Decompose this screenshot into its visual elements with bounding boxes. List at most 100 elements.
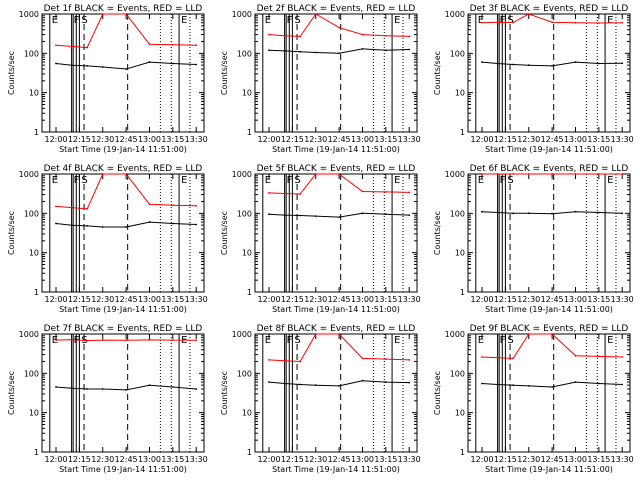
- events-point: [621, 62, 624, 65]
- x-tick-label: 13:30: [398, 455, 421, 464]
- events-series-line: [55, 61, 197, 70]
- y-tick-label: 1000: [19, 10, 39, 19]
- events-point: [551, 212, 554, 215]
- x-tick-label: 12:30: [517, 135, 540, 144]
- x-tick-label: 12:30: [517, 455, 540, 464]
- plot-panel: Det 2f BLACK = Events, RED = LLD 1 10 100 10…: [220, 4, 421, 154]
- lld-point: [597, 22, 600, 24]
- events-point: [283, 50, 286, 52]
- x-tick-label: 12:15: [494, 295, 517, 304]
- x-tick-label: 13:30: [611, 135, 634, 144]
- event-marker-label: S: [81, 175, 87, 186]
- x-tick-label: 13:15: [587, 135, 610, 144]
- x-tick-label: 13:15: [374, 135, 397, 144]
- y-tick-label: 10: [242, 249, 252, 258]
- x-tick-label: 12:45: [328, 455, 351, 464]
- events-point: [481, 61, 483, 63]
- events-point: [574, 210, 577, 213]
- events-point: [148, 61, 151, 63]
- x-tick-label: 13:15: [374, 295, 397, 304]
- events-point: [283, 382, 286, 385]
- events-point: [597, 62, 600, 65]
- events-point: [314, 384, 317, 387]
- y-tick-label: 1000: [232, 170, 252, 179]
- plot-title: Det 8f BLACK = Events, RED = LLD: [257, 324, 416, 334]
- x-tick-label: 12:15: [68, 135, 91, 144]
- events-point: [408, 48, 411, 51]
- lld-point: [268, 33, 270, 36]
- events-point: [86, 224, 89, 227]
- x-tick-label: 12:00: [44, 455, 67, 464]
- event-marker-label: E: [394, 15, 400, 26]
- plot-panel: Det 7f BLACK = Events, RED = LLD 1 10 100 10…: [7, 324, 208, 474]
- x-tick-label: 12:30: [304, 295, 327, 304]
- y-tick-label: 100: [450, 49, 465, 58]
- x-tick-label: 12:30: [304, 135, 327, 144]
- lld-point: [86, 339, 89, 342]
- x-axis-label: Start Time (19-Jan-14 11:51:00): [59, 145, 187, 154]
- x-tick-label: 12:15: [281, 135, 304, 144]
- events-series-line: [268, 48, 410, 54]
- events-point: [55, 62, 57, 65]
- events-point: [268, 213, 270, 216]
- y-tick-label: 1: [247, 128, 252, 137]
- events-point: [338, 384, 341, 387]
- plot-title: Det 5f BLACK = Events, RED = LLD: [257, 164, 416, 174]
- events-point: [361, 47, 364, 50]
- lld-point: [171, 204, 174, 207]
- events-point: [338, 52, 341, 55]
- events-point: [527, 212, 530, 215]
- x-axis-label: Start Time (19-Jan-14 11:51:00): [272, 305, 400, 314]
- lld-point: [338, 333, 341, 335]
- plot-title: Det 3f BLACK = Events, RED = LLD: [470, 4, 629, 14]
- y-tick-label: 1: [460, 448, 465, 457]
- events-point: [148, 384, 151, 387]
- events-point: [551, 64, 554, 67]
- events-point: [496, 211, 499, 214]
- event-marker-label: E: [394, 335, 400, 346]
- lld-point: [148, 203, 151, 206]
- x-tick-label: 13:30: [185, 295, 208, 304]
- x-tick-label: 12:00: [470, 295, 493, 304]
- event-marker-label: E: [265, 175, 271, 186]
- lld-point: [361, 33, 364, 36]
- lld-point: [574, 173, 577, 175]
- events-point: [55, 386, 57, 388]
- lld-point: [621, 21, 624, 24]
- lld-point: [314, 13, 317, 15]
- events-point: [86, 64, 89, 67]
- plot-panel: Det 4f BLACK = Events, RED = LLD 1 10 100 10…: [7, 164, 208, 314]
- lld-point: [101, 339, 104, 341]
- event-marker-label: E: [52, 335, 58, 346]
- y-tick-label: 10: [29, 409, 39, 418]
- events-point: [268, 381, 270, 383]
- y-axis-label: Counts/sec: [7, 371, 16, 415]
- lld-point: [70, 45, 73, 48]
- plot-frame: [41, 333, 205, 453]
- plot-title: Det 4f BLACK = Events, RED = LLD: [44, 164, 203, 174]
- lld-point: [496, 21, 499, 24]
- y-tick-label: 1000: [445, 10, 465, 19]
- events-point: [384, 213, 387, 216]
- y-tick-label: 10: [29, 89, 39, 98]
- y-tick-label: 1: [34, 448, 39, 457]
- x-tick-label: 13:30: [185, 455, 208, 464]
- lld-series-line: [268, 333, 410, 363]
- y-axis-label: Counts/sec: [220, 211, 229, 255]
- lld-point: [195, 204, 198, 207]
- x-axis-label: Start Time (19-Jan-14 11:51:00): [59, 305, 187, 314]
- plot-title: Det 6f BLACK = Events, RED = LLD: [470, 164, 629, 174]
- plot-frame: [254, 333, 418, 453]
- lld-point: [481, 21, 483, 24]
- lld-point: [574, 354, 577, 357]
- events-point: [171, 386, 174, 388]
- y-tick-label: 1000: [232, 10, 252, 19]
- events-point: [512, 63, 515, 66]
- x-tick-label: 12:45: [541, 295, 564, 304]
- event-marker-label: S: [294, 175, 300, 186]
- events-point: [171, 62, 174, 65]
- lld-point: [125, 173, 128, 175]
- lld-point: [70, 338, 73, 341]
- events-point: [527, 384, 530, 387]
- lld-point: [574, 21, 577, 24]
